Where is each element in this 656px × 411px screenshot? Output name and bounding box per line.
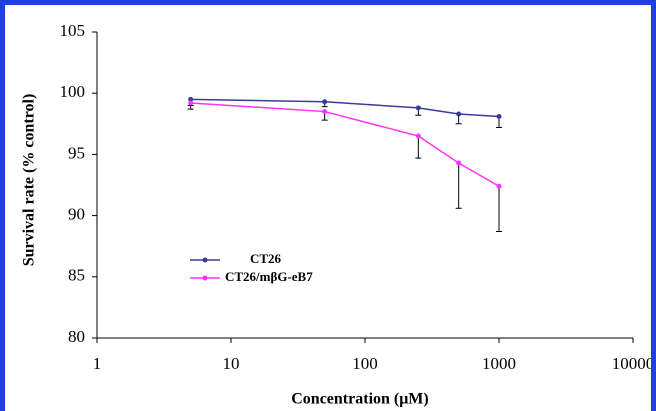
series-line — [190, 98, 500, 118]
data-point — [188, 96, 194, 102]
x-tick-label: 100 — [352, 354, 378, 373]
data-point — [456, 111, 462, 117]
x-tick-label: 1 — [93, 354, 102, 373]
legend-marker — [202, 275, 208, 281]
data-point — [188, 100, 194, 106]
x-tick-label: 1000 — [482, 354, 516, 373]
y-tick-label: 80 — [68, 327, 85, 346]
data-point — [496, 113, 502, 119]
x-tick-label: 10 — [223, 354, 240, 373]
series-line — [190, 102, 500, 187]
legend-marker — [202, 257, 208, 263]
data-point — [415, 105, 421, 111]
x-tick-label: 10000 — [612, 354, 655, 373]
legend-label: CT26/mβG-eB7 — [225, 269, 313, 284]
y-tick-label: 90 — [68, 205, 85, 224]
y-tick-label: 85 — [68, 266, 85, 285]
data-point — [322, 99, 328, 105]
data-point — [456, 160, 462, 166]
data-point — [322, 109, 328, 115]
y-tick-label: 105 — [60, 21, 86, 40]
y-tick-label: 100 — [60, 82, 86, 101]
x-axis-label: Concentration (μM) — [291, 391, 428, 408]
legend-label: CT26 — [250, 251, 282, 266]
y-tick-label: 95 — [68, 143, 85, 162]
y-axis-label: Survival rate (% control) — [21, 94, 38, 267]
data-point — [496, 183, 502, 189]
data-point — [415, 133, 421, 139]
